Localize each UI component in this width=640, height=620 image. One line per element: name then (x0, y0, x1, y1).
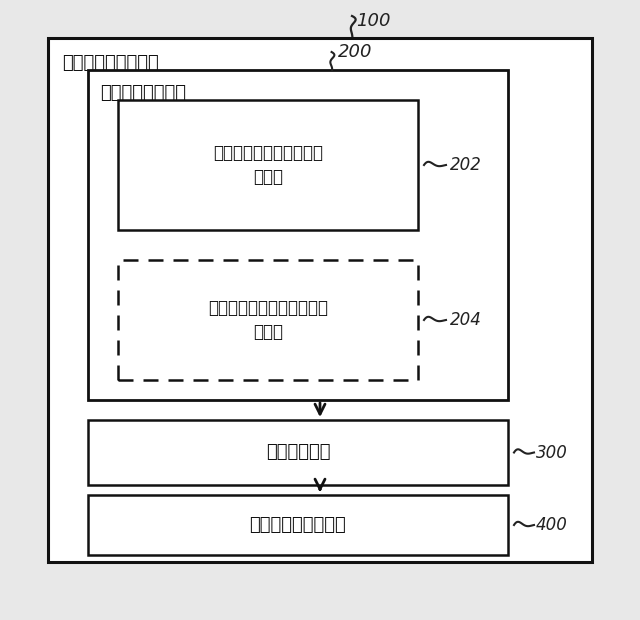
Text: 400: 400 (536, 516, 568, 534)
Text: 100: 100 (356, 12, 390, 30)
Bar (118, 260, 418, 380)
Text: オーディオ・コンテンツ
分類器: オーディオ・コンテンツ 分類器 (213, 144, 323, 186)
Bar (48, 38, 592, 562)
Text: 200: 200 (338, 43, 372, 61)
Text: オーディオ処理装置: オーディオ処理装置 (62, 54, 159, 72)
Bar (88, 495, 508, 555)
Bar (88, 70, 508, 400)
Text: オーディオ・コンテキスト
分類器: オーディオ・コンテキスト 分類器 (208, 299, 328, 341)
Text: オーディオ改善装置: オーディオ改善装置 (250, 516, 346, 534)
Text: 調整ユニット: 調整ユニット (266, 443, 330, 461)
Text: オーディオ分類器: オーディオ分類器 (100, 84, 186, 102)
Bar (88, 420, 508, 485)
Text: 300: 300 (536, 443, 568, 461)
Bar (118, 100, 418, 230)
Text: 204: 204 (450, 311, 482, 329)
Text: 202: 202 (450, 156, 482, 174)
